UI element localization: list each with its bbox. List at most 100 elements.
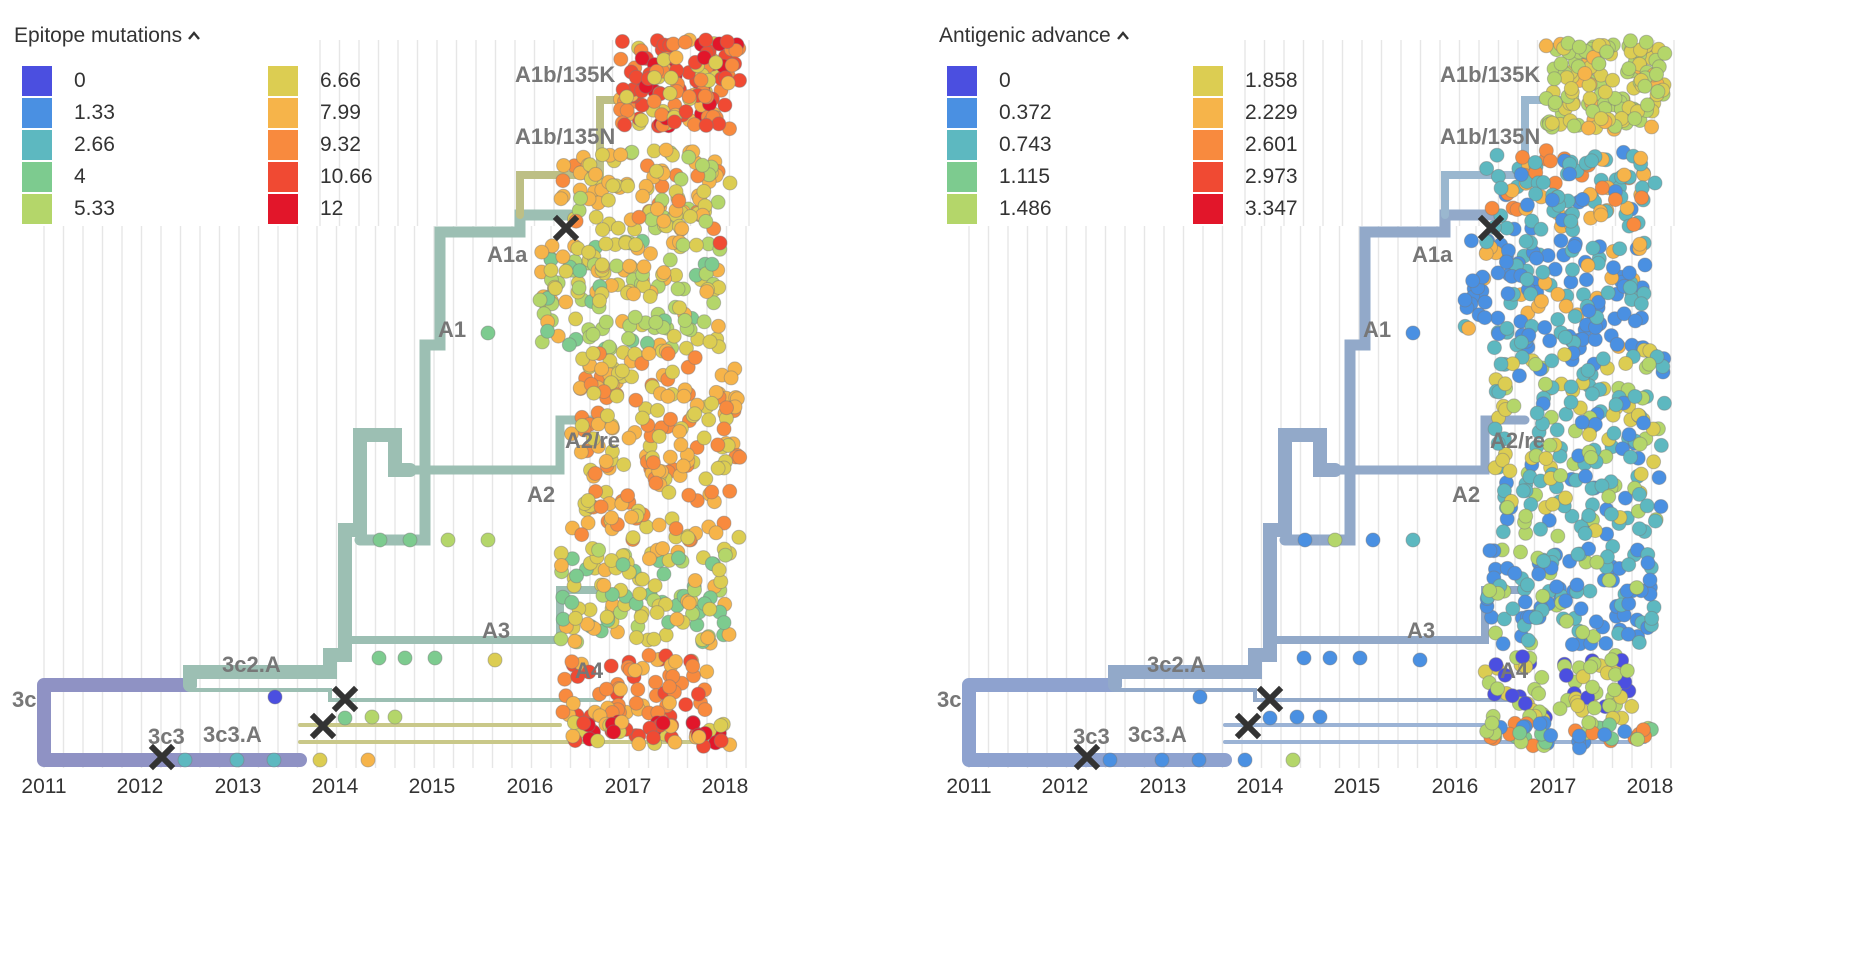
legend-swatch bbox=[947, 66, 977, 96]
tip bbox=[1605, 260, 1621, 276]
tip bbox=[558, 263, 574, 279]
legend-item[interactable]: 2.66 bbox=[22, 130, 115, 160]
legend-item[interactable]: 0 bbox=[947, 66, 1011, 96]
legend-item[interactable]: 2.229 bbox=[1193, 98, 1298, 128]
tip bbox=[1565, 262, 1580, 278]
tip bbox=[672, 424, 687, 439]
tip bbox=[691, 729, 707, 745]
tip bbox=[1192, 689, 1208, 705]
tip bbox=[564, 654, 580, 670]
legend-item[interactable]: 1.858 bbox=[1193, 66, 1298, 96]
tip bbox=[673, 171, 689, 187]
tip bbox=[1575, 192, 1590, 207]
tip bbox=[1493, 356, 1509, 372]
legend-item[interactable]: 0.372 bbox=[947, 98, 1052, 128]
tip bbox=[628, 695, 644, 711]
clade-label: 3c3.A bbox=[1128, 722, 1187, 747]
tip bbox=[567, 633, 583, 649]
tip bbox=[648, 314, 664, 330]
tip bbox=[572, 263, 588, 279]
tip bbox=[1620, 626, 1636, 642]
tip bbox=[687, 406, 703, 422]
clade-labels: 3c 3c2.A 3c3 3c3.A A1 A1a A1b/135K A1b/135N A2 A2… bbox=[937, 62, 1545, 749]
legend-swatch bbox=[22, 194, 52, 224]
tip bbox=[1650, 84, 1666, 100]
tip bbox=[1352, 650, 1368, 666]
cross-marker-icon bbox=[1073, 743, 1101, 771]
trunk-branch bbox=[1108, 428, 1342, 692]
tip bbox=[480, 325, 496, 341]
tip bbox=[631, 209, 647, 225]
tip bbox=[661, 484, 677, 500]
tip bbox=[598, 314, 614, 330]
tip bbox=[1545, 496, 1561, 512]
tip bbox=[427, 650, 443, 666]
legend-item[interactable]: 1.115 bbox=[947, 162, 1050, 192]
legend-item[interactable]: 7.99 bbox=[268, 98, 361, 128]
tip bbox=[1606, 682, 1622, 698]
tip bbox=[1541, 512, 1557, 528]
legend-swatch bbox=[268, 98, 298, 128]
tip bbox=[1542, 153, 1558, 169]
tip bbox=[1533, 221, 1549, 237]
tip bbox=[1621, 596, 1637, 612]
tip bbox=[614, 714, 630, 730]
tip bbox=[603, 658, 619, 674]
tip bbox=[1536, 553, 1551, 569]
clade-label: 3c2.A bbox=[1147, 652, 1206, 677]
tip bbox=[1322, 650, 1338, 666]
legend-item[interactable]: 5.33 bbox=[22, 194, 115, 224]
tip bbox=[724, 57, 740, 73]
tip bbox=[573, 190, 588, 206]
tip bbox=[1506, 398, 1522, 414]
tip bbox=[1631, 486, 1647, 502]
tip bbox=[626, 286, 641, 302]
legend-swatch bbox=[268, 194, 298, 224]
tip bbox=[699, 284, 715, 300]
legend-title-antigenic[interactable]: Antigenic advance bbox=[939, 24, 1129, 48]
x-tick-label: 2012 bbox=[117, 775, 164, 798]
tip bbox=[586, 385, 602, 401]
tip bbox=[1581, 303, 1597, 319]
tip bbox=[1504, 688, 1520, 704]
tip bbox=[1529, 250, 1544, 266]
tip bbox=[606, 724, 622, 740]
tip bbox=[1633, 466, 1649, 482]
legend-item[interactable]: 2.973 bbox=[1193, 162, 1298, 192]
tip bbox=[697, 702, 713, 718]
tip bbox=[1289, 709, 1305, 725]
tip bbox=[625, 530, 641, 546]
tip bbox=[641, 346, 657, 362]
tip bbox=[613, 51, 629, 67]
legend-item[interactable]: 6.66 bbox=[268, 66, 361, 96]
tip bbox=[696, 183, 712, 199]
legend-item[interactable]: 0.743 bbox=[947, 130, 1052, 160]
legend-item[interactable]: 9.32 bbox=[268, 130, 361, 160]
tip bbox=[622, 258, 637, 274]
legend-title-epitope[interactable]: Epitope mutations bbox=[14, 24, 201, 48]
legend-item[interactable]: 4 bbox=[22, 162, 86, 192]
tip bbox=[1484, 715, 1500, 731]
tree-tips bbox=[1102, 33, 1673, 768]
clade-label: 3c bbox=[937, 687, 961, 712]
tip bbox=[1594, 478, 1610, 494]
tip bbox=[717, 97, 733, 113]
legend-item[interactable]: 12 bbox=[268, 194, 343, 224]
tip bbox=[650, 402, 665, 418]
tip bbox=[1637, 78, 1653, 94]
tip bbox=[1262, 710, 1278, 726]
tip bbox=[627, 346, 643, 362]
legend-item[interactable]: 10.66 bbox=[268, 162, 373, 192]
legend-item[interactable]: 0 bbox=[22, 66, 86, 96]
legend-item[interactable]: 3.347 bbox=[1193, 194, 1298, 224]
legend-item[interactable]: 2.601 bbox=[1193, 130, 1298, 160]
legend-item[interactable]: 1.33 bbox=[22, 98, 115, 128]
tip bbox=[731, 529, 747, 545]
tip bbox=[480, 532, 496, 548]
legend-label: 7.99 bbox=[320, 101, 361, 124]
tip bbox=[1495, 636, 1511, 652]
legend-swatch bbox=[1193, 66, 1223, 96]
legend-item[interactable]: 1.486 bbox=[947, 194, 1052, 224]
tip bbox=[1482, 543, 1498, 559]
tip bbox=[609, 388, 625, 404]
